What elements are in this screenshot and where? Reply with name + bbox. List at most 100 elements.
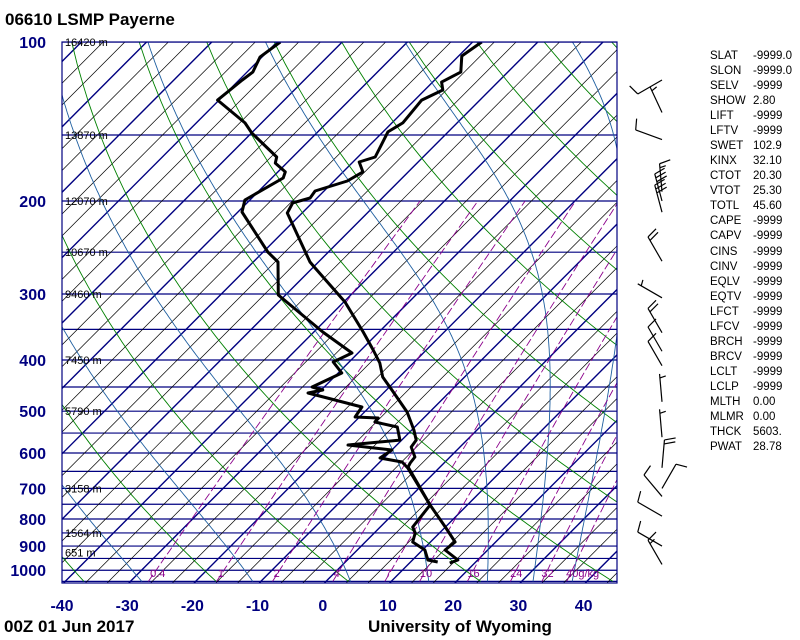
height-label: 10670 m [65, 247, 108, 259]
barb-staff [643, 474, 663, 497]
wind-barb [658, 373, 666, 402]
barb-full [675, 463, 688, 468]
index-row: LCLP -9999 [710, 381, 782, 393]
dry-adiabat [138, 42, 614, 582]
isotherm [476, 441, 617, 583]
barb-full [637, 490, 642, 503]
barb-staff [654, 184, 663, 213]
index-value: 5603. [753, 426, 782, 438]
moist-adiabat [404, 42, 551, 582]
index-row: SLON -9999.0 [710, 65, 792, 77]
isotherm [454, 419, 617, 583]
barb-half [640, 279, 644, 286]
isotherm [62, 42, 582, 564]
index-value: -9999 [753, 260, 783, 273]
moist-adiabat [265, 42, 489, 582]
wind-barb [629, 79, 663, 95]
height-label: 651 m [65, 547, 96, 559]
mixing-ratio-line [272, 200, 526, 582]
profiles [216, 42, 483, 565]
barb-full [656, 186, 667, 194]
dry-adiabat [71, 42, 481, 582]
barb-full [655, 182, 666, 190]
isotherm [62, 42, 495, 477]
index-key: LFCT [710, 305, 739, 318]
isotherm [62, 42, 82, 63]
barb-full [643, 465, 651, 476]
moist-adiabat [62, 93, 351, 582]
isotherm [62, 42, 321, 302]
index-row: CINV -9999 [710, 261, 782, 273]
mixing-ratio-line [510, 381, 617, 582]
barb-staff [637, 79, 663, 95]
index-row: CAPV -9999 [710, 230, 782, 242]
height-label: 7450 m [65, 355, 102, 367]
pressure-tick-label: 600 [19, 446, 46, 463]
source-credit: University of Wyoming [368, 617, 552, 636]
index-value: 28.78 [753, 441, 782, 454]
isotherm [62, 42, 386, 368]
index-key: CINS [710, 245, 738, 258]
isotherm [193, 157, 617, 583]
axis-labels: 0.4 1 2 4 7 10 16 24 32 40g/kg1002003004005006007… [10, 35, 599, 615]
barb-staff [661, 463, 677, 489]
height-label: 13870 m [65, 130, 108, 142]
index-value: -9999.0 [753, 50, 793, 62]
wind-barb [637, 490, 663, 517]
mixing-ratio-label: 10 [420, 568, 432, 580]
index-row: EQTV -9999 [710, 291, 782, 303]
barb-staff [661, 439, 666, 468]
index-value: -9999 [753, 110, 783, 123]
index-key: CTOT [710, 170, 742, 183]
isotherm [302, 267, 617, 583]
index-value: 2.80 [753, 95, 776, 108]
index-row: CAPE -9999 [710, 215, 782, 227]
index-key: CAPV [710, 230, 742, 243]
mixing-ratio-line [566, 478, 617, 582]
barb-full [663, 441, 676, 445]
index-key: EQTV [710, 290, 742, 303]
index-row: LFCV -9999 [710, 321, 782, 333]
barb-full [647, 332, 657, 342]
mixing-ratio-line [467, 316, 617, 582]
index-value: 32.10 [753, 155, 782, 168]
isotherm [62, 42, 234, 215]
barb-staff [647, 326, 663, 352]
index-key: VTOT [710, 185, 741, 198]
pressure-tick-label: 100 [19, 35, 46, 52]
barb-full [629, 85, 639, 95]
index-row: LCLT -9999 [710, 366, 782, 378]
index-value: -9999.0 [753, 65, 793, 78]
wind-barb [647, 332, 663, 366]
dry-adiabat [206, 42, 617, 503]
index-value: -9999 [753, 335, 783, 348]
isotherm [62, 42, 474, 455]
index-row: EQLV -9999 [710, 276, 782, 288]
mixing-ratio-line [332, 200, 576, 582]
height-label: 12070 m [65, 196, 108, 208]
index-row: CTOT 20.30 [710, 170, 782, 182]
barb-staff [647, 236, 663, 262]
index-row: BRCH -9999 [710, 336, 782, 348]
barb-staff [637, 283, 663, 299]
index-row: KINX 32.10 [710, 155, 782, 167]
isotherm [62, 42, 213, 194]
mixing-ratio-label: 24 [510, 568, 522, 580]
isotherm [519, 484, 617, 583]
temperature-tick-label: 0 [318, 598, 327, 615]
barb-full [647, 531, 657, 541]
mixing-ratio-label: 16 [467, 568, 479, 580]
pressure-tick-label: 1000 [10, 563, 46, 580]
barb-staff [649, 86, 663, 113]
mixing-ratio-label: 32 [541, 568, 553, 580]
pressure-tick-label: 800 [19, 512, 46, 529]
barb-full [655, 171, 666, 179]
isotherm [62, 42, 365, 346]
isotherm [62, 42, 517, 498]
dry-adiabat [62, 556, 85, 582]
height-label: 16420 m [65, 37, 108, 49]
temperature-tick-label: 10 [379, 598, 397, 615]
barb-staff [647, 539, 663, 565]
isotherm [215, 180, 617, 583]
